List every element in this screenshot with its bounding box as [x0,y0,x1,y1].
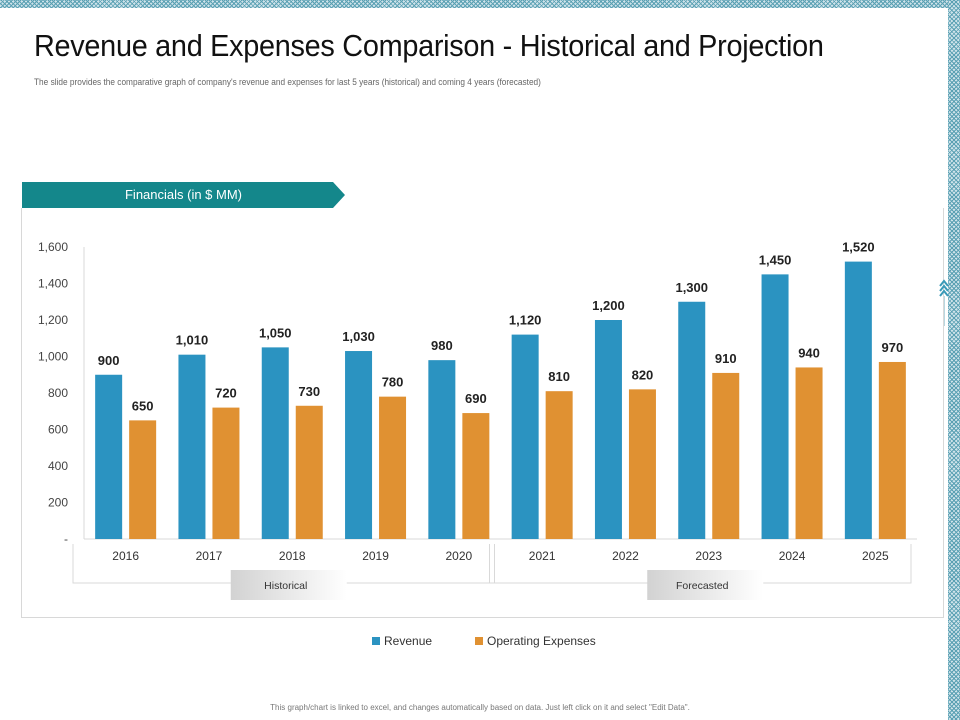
group-tag-historical [230,570,347,600]
bar-operating-expenses-2020[interactable] [462,413,490,539]
x-tick-label: 2016 [112,549,139,563]
data-label-operating-expenses-2022: 820 [632,367,654,382]
x-tick-label: 2018 [279,549,306,563]
slide-title: Revenue and Expenses Comparison - Histor… [34,28,824,63]
data-label-operating-expenses-2016: 650 [132,398,154,413]
y-tick-label: - [64,532,68,546]
legend-label-operating-expenses: Operating Expenses [487,634,596,648]
legend-swatch-revenue [372,637,380,645]
x-tick-label: 2020 [445,549,472,563]
x-tick-label: 2022 [612,549,639,563]
banner-arrow-shape [22,182,345,208]
data-label-operating-expenses-2018: 730 [298,384,320,399]
group-label-historical: Historical [264,580,307,592]
y-tick-label: 400 [48,459,68,473]
x-tick-label: 2025 [862,549,889,563]
decorative-top-border [0,0,960,8]
slide-subtitle: The slide provides the comparative graph… [34,77,541,87]
bar-revenue-2022[interactable] [594,320,622,539]
data-label-revenue-2023: 1,300 [675,280,708,295]
group-label-forecasted: Forecasted [676,580,729,592]
y-tick-label: 1,400 [38,277,68,291]
data-label-revenue-2025: 1,520 [842,240,875,255]
chevron-up-double-icon[interactable] [938,278,950,298]
bar-operating-expenses-2025[interactable] [878,361,906,539]
y-tick-label: 1,200 [38,313,68,327]
legend-swatch-operating-expenses [475,637,483,645]
bar-revenue-2020[interactable] [428,360,456,539]
bar-revenue-2024[interactable] [761,274,789,539]
bar-operating-expenses-2016[interactable] [129,420,157,539]
data-label-operating-expenses-2020: 690 [465,391,487,406]
bar-operating-expenses-2024[interactable] [795,367,823,539]
x-tick-label: 2021 [529,549,556,563]
side-divider [944,296,945,326]
bar-revenue-2025[interactable] [844,261,872,539]
y-tick-label: 600 [48,423,68,437]
data-label-revenue-2017: 1,010 [176,333,209,348]
y-tick-label: 800 [48,386,68,400]
chart-banner: Financials (in $ MM) [22,182,345,208]
data-label-revenue-2019: 1,030 [342,329,375,344]
y-tick-label: 200 [48,496,68,510]
data-label-revenue-2024: 1,450 [759,252,792,267]
bar-revenue-2016[interactable] [95,374,123,539]
bar-operating-expenses-2022[interactable] [628,389,656,539]
data-label-operating-expenses-2021: 810 [548,369,570,384]
bar-operating-expenses-2019[interactable] [379,396,407,539]
data-label-revenue-2022: 1,200 [592,298,625,313]
banner-label: Financials (in $ MM) [124,187,243,202]
data-label-revenue-2016: 900 [98,353,120,368]
bar-operating-expenses-2023[interactable] [712,372,740,539]
chart-panel [21,208,944,618]
data-label-operating-expenses-2025: 970 [881,340,903,355]
data-label-operating-expenses-2024: 940 [798,345,820,360]
y-tick-label: 1,000 [38,350,68,364]
legend-item-operating-expenses[interactable]: Operating Expenses [475,634,596,648]
data-label-operating-expenses-2017: 720 [215,386,237,401]
footnote: This graph/chart is linked to excel, and… [270,703,690,712]
y-tick-label: 1,600 [38,240,68,254]
data-label-operating-expenses-2023: 910 [715,351,737,366]
bar-operating-expenses-2017[interactable] [212,407,240,539]
bar-revenue-2019[interactable] [345,351,373,539]
x-tick-label: 2017 [196,549,223,563]
bar-revenue-2017[interactable] [178,354,206,539]
data-label-revenue-2018: 1,050 [259,325,292,340]
x-tick-label: 2024 [779,549,806,563]
bar-operating-expenses-2021[interactable] [545,391,573,539]
x-tick-label: 2019 [362,549,389,563]
bar-revenue-2018[interactable] [261,347,289,539]
legend-item-revenue[interactable]: Revenue [372,634,432,648]
decorative-right-border [948,0,960,720]
bar-revenue-2021[interactable] [511,334,539,539]
group-tag-forecasted [647,570,764,600]
data-label-revenue-2020: 980 [431,338,453,353]
legend-label-revenue: Revenue [384,634,433,648]
data-label-operating-expenses-2019: 780 [382,375,404,390]
data-label-revenue-2021: 1,120 [509,313,542,328]
bar-revenue-2023[interactable] [678,301,706,539]
x-tick-label: 2023 [695,549,722,563]
bar-operating-expenses-2018[interactable] [295,405,323,539]
